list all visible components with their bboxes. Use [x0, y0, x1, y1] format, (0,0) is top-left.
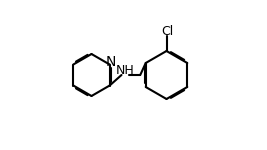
- Text: NH: NH: [116, 64, 135, 77]
- Text: N: N: [105, 54, 116, 69]
- Text: Cl: Cl: [161, 25, 173, 38]
